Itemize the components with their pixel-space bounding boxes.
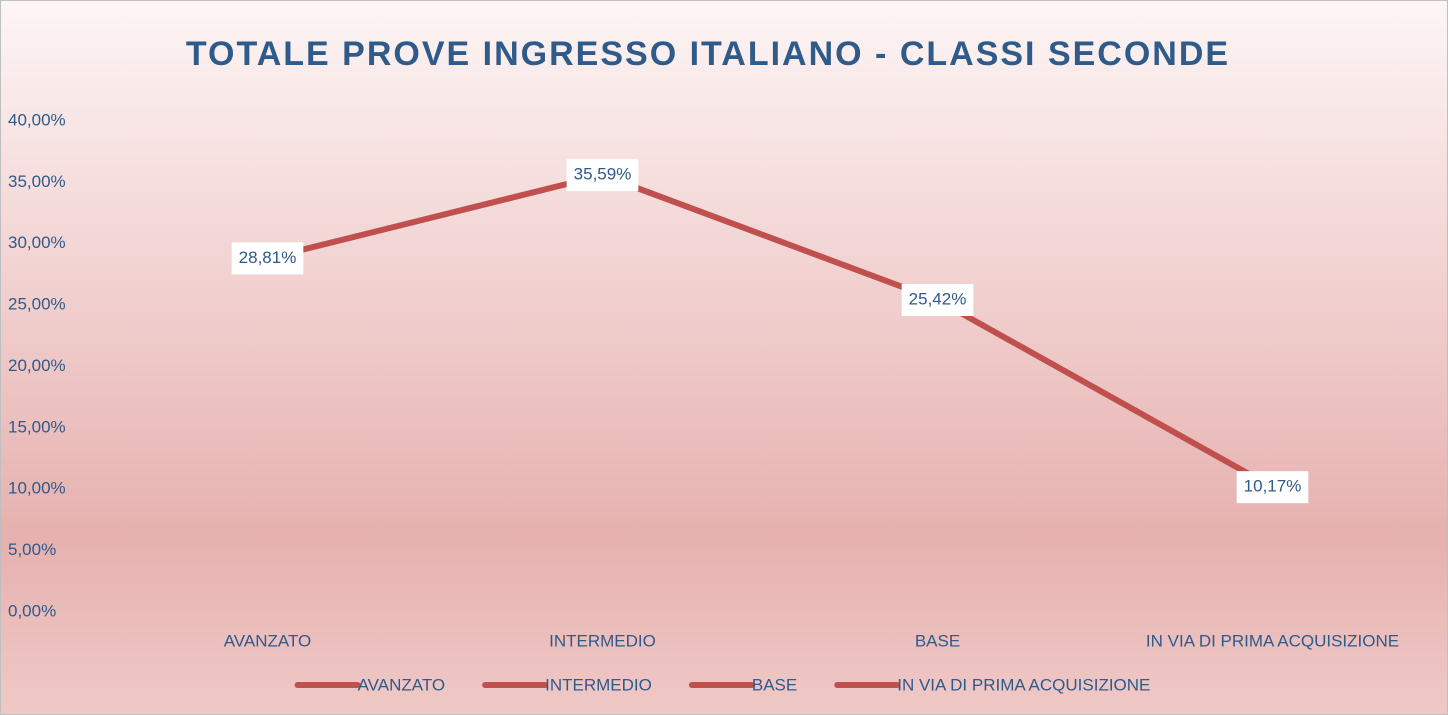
legend-label: IN VIA DI PRIMA ACQUISIZIONE [897, 675, 1150, 694]
y-tick-label: 30,00% [8, 233, 66, 252]
y-tick-label: 10,00% [8, 479, 66, 498]
y-tick-label: 25,00% [8, 295, 66, 314]
data-label-box [566, 159, 639, 192]
y-tick-label: 40,00% [8, 110, 66, 129]
x-tick-label: BASE [915, 631, 960, 650]
line-series [266, 172, 1274, 490]
data-label-group: 10,17% [1236, 471, 1309, 504]
y-tick-label: 20,00% [8, 356, 66, 375]
y-tick-label: 0,00% [8, 601, 56, 620]
data-label-box [901, 283, 974, 316]
data-label: 28,81% [239, 248, 297, 267]
data-label-group: 25,42% [901, 283, 974, 316]
data-label-group: 35,59% [566, 159, 639, 192]
y-tick-label: 15,00% [8, 417, 66, 436]
y-tick-label: 5,00% [8, 540, 56, 559]
data-label-box [231, 242, 304, 275]
data-label: 25,42% [909, 289, 967, 308]
data-label: 35,59% [574, 165, 632, 184]
legend: AVANZATO INTERMEDIO BASE IN VIA DI PRIMA AC… [294, 675, 1150, 694]
x-tick-label: AVANZATO [224, 631, 312, 650]
data-label-box [1236, 471, 1309, 504]
legend-label: INTERMEDIO [545, 675, 652, 694]
y-tick-label: 35,00% [8, 172, 66, 191]
data-label: 10,17% [1244, 477, 1302, 496]
chart-title: TOTALE PROVE INGRESSO ITALIANO - CLASSI … [186, 35, 1230, 73]
legend-label: AVANZATO [358, 675, 446, 694]
legend-label: BASE [752, 675, 797, 694]
x-tick-label: IN VIA DI PRIMA ACQUISIZIONE [1146, 631, 1399, 650]
x-tick-label: INTERMEDIO [549, 631, 656, 650]
data-label-group: 28,81% [231, 242, 304, 275]
